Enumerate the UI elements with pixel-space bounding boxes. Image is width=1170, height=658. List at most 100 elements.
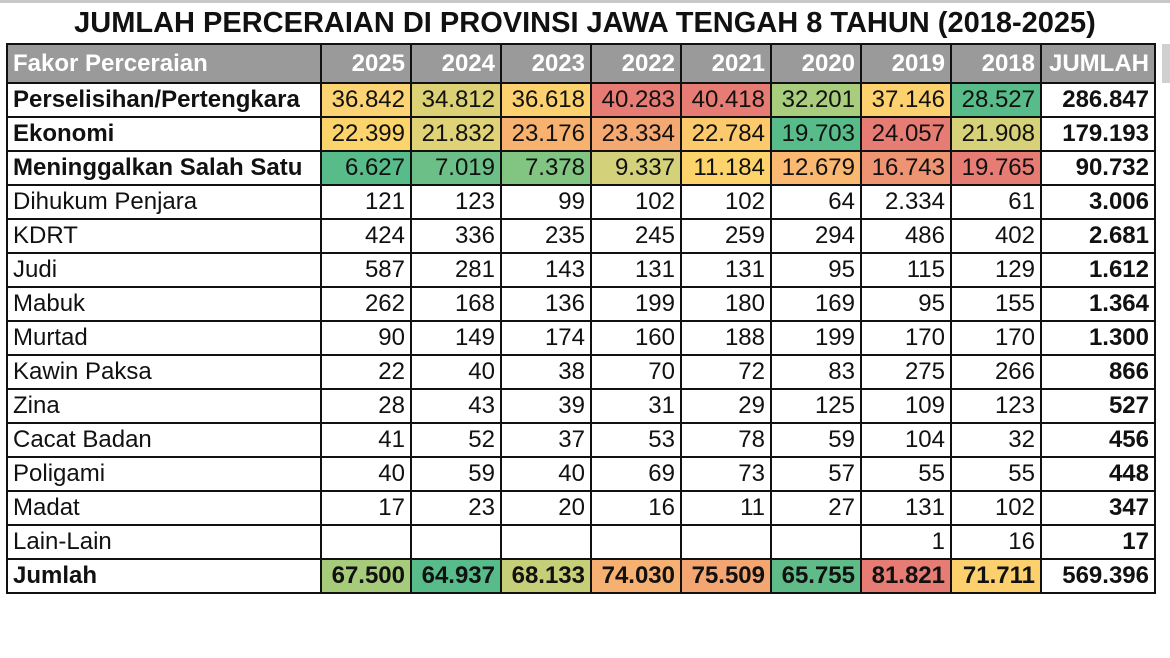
value-cell: 40	[410, 354, 502, 390]
value-cell: 17	[320, 490, 412, 526]
summary-value-cell: 81.821	[860, 558, 952, 594]
table-row: Judi 587 281 143 131 131 95 115 129 1.612	[6, 252, 1156, 288]
value-cell: 55	[860, 456, 952, 492]
table-row: Ekonomi 22.399 21.832 23.176 23.334 22.784 19.…	[6, 116, 1156, 152]
row-label: Kawin Paksa	[6, 354, 322, 390]
value-cell: 115	[860, 252, 952, 288]
header-year: 2020	[770, 43, 862, 84]
row-total-cell: 286.847	[1040, 82, 1156, 118]
value-cell: 125	[770, 388, 862, 424]
value-cell: 43	[410, 388, 502, 424]
value-cell: 16	[590, 490, 682, 526]
value-cell: 262	[320, 286, 412, 322]
value-cell: 70	[590, 354, 682, 390]
grand-total-cell: 569.396	[1040, 558, 1156, 594]
value-cell: 90	[320, 320, 412, 356]
value-cell: 424	[320, 218, 412, 254]
value-cell: 123	[950, 388, 1042, 424]
value-cell: 53	[590, 422, 682, 458]
header-year: 2021	[680, 43, 772, 84]
table-row: Meninggalkan Salah Satu 6.627 7.019 7.378 9.…	[6, 150, 1156, 186]
summary-value-cell: 74.030	[590, 558, 682, 594]
value-cell: 20	[500, 490, 592, 526]
value-cell	[410, 524, 502, 560]
value-cell: 32	[950, 422, 1042, 458]
value-cell: 143	[500, 252, 592, 288]
row-total-cell: 17	[1040, 524, 1156, 560]
row-label: Perselisihan/Pertengkara	[6, 82, 322, 118]
value-cell: 27	[770, 490, 862, 526]
value-cell: 9.337	[590, 150, 682, 186]
summary-value-cell: 71.711	[950, 558, 1042, 594]
table-row: Kawin Paksa 22 40 38 70 72 83 275 266 866	[6, 354, 1156, 390]
summary-row: Jumlah 67.500 64.937 68.133 74.030 75.509 65.7…	[6, 558, 1156, 594]
value-cell: 38	[500, 354, 592, 390]
value-cell: 109	[860, 388, 952, 424]
header-year: 2023	[500, 43, 592, 84]
row-label: Meninggalkan Salah Satu	[6, 150, 322, 186]
value-cell: 36.618	[500, 82, 592, 118]
value-cell: 104	[860, 422, 952, 458]
value-cell: 36.842	[320, 82, 412, 118]
value-cell: 131	[680, 252, 772, 288]
row-total-cell: 179.193	[1040, 116, 1156, 152]
table-row: Mabuk 262 168 136 199 180 169 95 155 1.364	[6, 286, 1156, 322]
row-total-cell: 1.364	[1040, 286, 1156, 322]
value-cell: 587	[320, 252, 412, 288]
value-cell: 95	[770, 252, 862, 288]
value-cell	[680, 524, 772, 560]
value-cell: 40	[500, 456, 592, 492]
header-total: JUMLAH	[1040, 43, 1156, 84]
value-cell: 40.418	[680, 82, 772, 118]
value-cell: 61	[950, 184, 1042, 220]
value-cell: 174	[500, 320, 592, 356]
value-cell	[500, 524, 592, 560]
value-cell: 69	[590, 456, 682, 492]
value-cell: 131	[860, 490, 952, 526]
value-cell: 23.176	[500, 116, 592, 152]
value-cell: 21.908	[950, 116, 1042, 152]
value-cell: 59	[770, 422, 862, 458]
value-cell: 170	[860, 320, 952, 356]
row-label: Mabuk	[6, 286, 322, 322]
row-total-cell: 1.612	[1040, 252, 1156, 288]
value-cell: 40	[320, 456, 412, 492]
value-cell: 32.201	[770, 82, 862, 118]
value-cell: 19.765	[950, 150, 1042, 186]
value-cell: 21.832	[410, 116, 502, 152]
value-cell: 170	[950, 320, 1042, 356]
value-cell: 102	[950, 490, 1042, 526]
table-row: Murtad 90 149 174 160 188 199 170 170 1.300	[6, 320, 1156, 356]
row-label: Murtad	[6, 320, 322, 356]
value-cell: 12.679	[770, 150, 862, 186]
header-year: 2019	[860, 43, 952, 84]
value-cell: 40.283	[590, 82, 682, 118]
page-title: JUMLAH PERCERAIAN DI PROVINSI JAWA TENGA…	[74, 7, 1096, 39]
table-body: Perselisihan/Pertengkara 36.842 34.812 36.6…	[6, 82, 1156, 594]
row-label: KDRT	[6, 218, 322, 254]
value-cell: 39	[500, 388, 592, 424]
row-label: Poligami	[6, 456, 322, 492]
top-border	[0, 0, 1170, 3]
value-cell: 169	[770, 286, 862, 322]
value-cell: 131	[590, 252, 682, 288]
value-cell: 235	[500, 218, 592, 254]
row-total-cell: 90.732	[1040, 150, 1156, 186]
value-cell: 99	[500, 184, 592, 220]
value-cell: 199	[590, 286, 682, 322]
value-cell: 83	[770, 354, 862, 390]
table-row: Dihukum Penjara 121 123 99 102 102 64 2.334 61 3.…	[6, 184, 1156, 220]
summary-value-cell: 68.133	[500, 558, 592, 594]
row-label: Lain-Lain	[6, 524, 322, 560]
row-total-cell: 3.006	[1040, 184, 1156, 220]
header-row: Fakor Perceraian 2025 2024 2023 2022 202…	[6, 43, 1156, 84]
value-cell: 72	[680, 354, 772, 390]
value-cell: 22.399	[320, 116, 412, 152]
value-cell: 121	[320, 184, 412, 220]
value-cell: 23.334	[590, 116, 682, 152]
value-cell: 55	[950, 456, 1042, 492]
value-cell: 16	[950, 524, 1042, 560]
row-total-cell: 866	[1040, 354, 1156, 390]
summary-value-cell: 65.755	[770, 558, 862, 594]
value-cell	[590, 524, 682, 560]
